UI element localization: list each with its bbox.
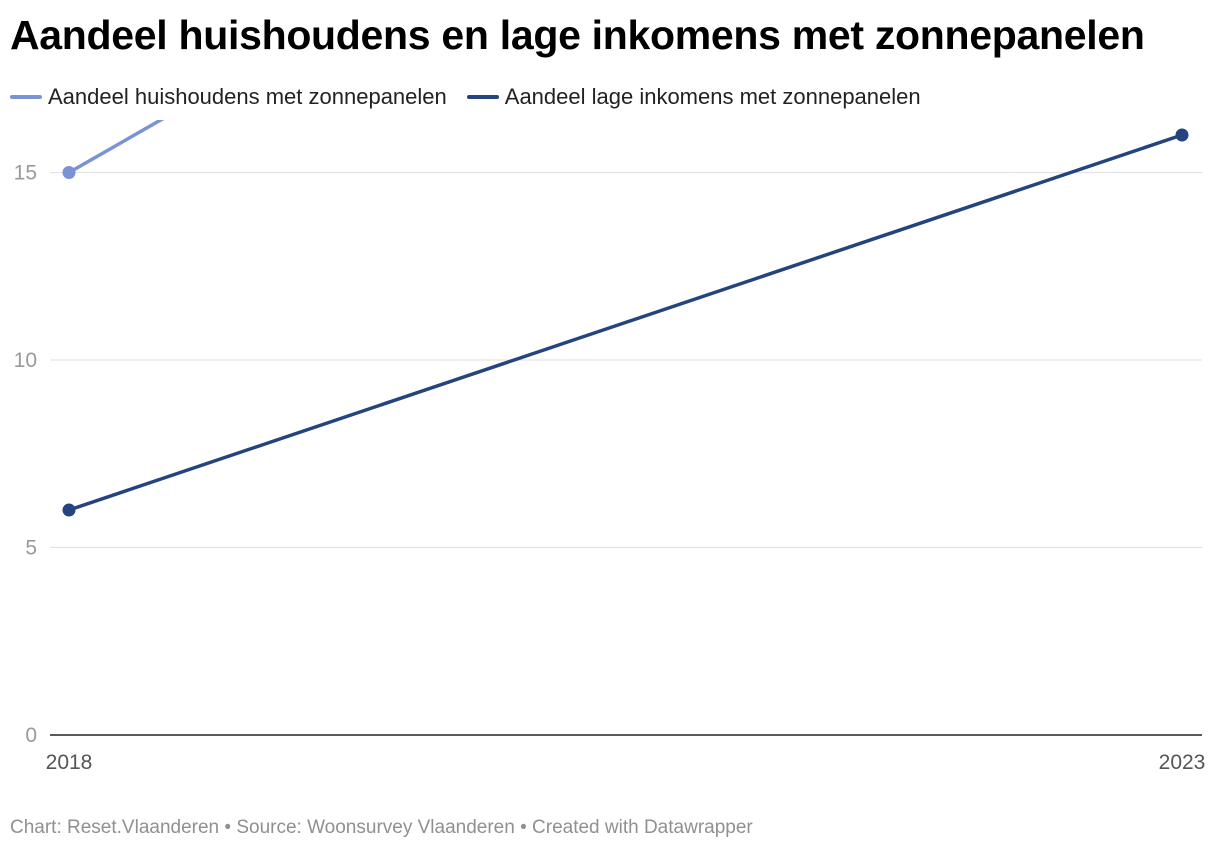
legend-item-huishoudens: Aandeel huishoudens met zonnepanelen bbox=[10, 84, 447, 110]
line-chart: 05101520253020182023 bbox=[14, 120, 1206, 774]
x-tick-label-2023: 2023 bbox=[1159, 751, 1206, 774]
data-point-series-2-2018 bbox=[62, 503, 76, 517]
legend-label-huishoudens: Aandeel huishoudens met zonnepanelen bbox=[48, 84, 447, 109]
chart-title: Aandeel huishoudens en lage inkomens met… bbox=[10, 12, 1145, 58]
series-line-2 bbox=[67, 133, 1184, 512]
data-point-series-2-2023 bbox=[1175, 128, 1189, 142]
legend-label-lage-inkomens: Aandeel lage inkomens met zonnepanelen bbox=[504, 84, 921, 109]
y-tick-label-15: 15 bbox=[14, 162, 37, 185]
series-line-1 bbox=[67, 120, 165, 175]
chart-footer-credit: Chart: Reset.Vlaanderen • Source: Woonsu… bbox=[10, 817, 753, 838]
chart-legend: Aandeel huishoudens met zonnepanelen Aan… bbox=[10, 84, 941, 110]
legend-item-lage-inkomens: Aandeel lage inkomens met zonnepanelen bbox=[466, 84, 921, 110]
y-tick-label-0: 0 bbox=[25, 724, 37, 747]
x-tick-label-2018: 2018 bbox=[46, 751, 93, 774]
legend-swatch-huishoudens bbox=[10, 95, 42, 99]
legend-swatch-lage-inkomens bbox=[466, 95, 499, 99]
y-tick-label-5: 5 bbox=[25, 537, 37, 560]
y-tick-label-10: 10 bbox=[14, 349, 37, 372]
data-point-series-1-2018 bbox=[62, 166, 76, 179]
